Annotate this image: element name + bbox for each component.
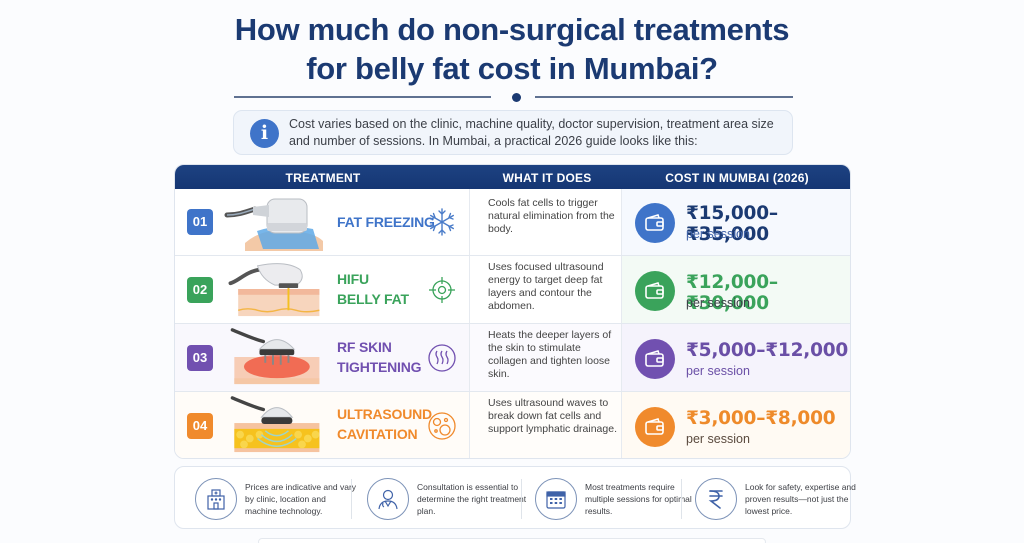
note-divider [351, 479, 352, 519]
note-text: Prices are indicative and vary by clinic… [245, 482, 357, 516]
info-icon: i [250, 119, 279, 148]
rf-device-illustration [230, 328, 320, 385]
note-safety: Look for safety, expertise and proven re… [683, 467, 856, 528]
cost-table: TREATMENT WHAT IT DOES COST IN MUMBAI (2… [174, 164, 851, 459]
cavitation-device-illustration [230, 396, 320, 453]
price-unit: per session [686, 227, 750, 241]
row-number-badge: 02 [187, 277, 213, 303]
note-text: Most treatments require multiple session… [585, 482, 692, 516]
fat-freezing-device-illustration [224, 198, 323, 251]
doctor-icon [367, 478, 409, 520]
row-number-badge: 01 [187, 209, 213, 235]
treatment-name: FAT FREEZING [337, 214, 435, 230]
price-range: ₹12,000–₹30,000 [686, 272, 778, 314]
price-range: ₹3,000–₹8,000 [686, 408, 836, 429]
header-what-it-does: WHAT IT DOES [502, 171, 592, 185]
title-divider-right [535, 96, 793, 98]
note-text: Consultation is essential to determine t… [417, 482, 527, 516]
table-row-fat-freezing: 01 FAT FREEZING Cools fat cells to [175, 189, 850, 255]
price-unit: per session [686, 364, 750, 378]
note-divider [681, 479, 682, 519]
wallet-icon [635, 407, 675, 447]
wallet-icon [635, 339, 675, 379]
price-unit: per session [686, 432, 750, 446]
treatment-description: Uses focused ultrasound energy to target… [488, 261, 604, 312]
wallet-icon [635, 203, 675, 243]
row-number-badge: 03 [187, 345, 213, 371]
wallet-icon [635, 271, 675, 311]
title-line-1: How much do non-surgical treatments [234, 12, 790, 47]
info-text: Cost varies based on the clinic, machine… [289, 117, 774, 148]
notes-panel: Prices are indicative and vary by clinic… [174, 466, 856, 529]
bottom-panel-edge [258, 538, 766, 543]
table-row-hifu-belly-fat: 02 HIFU BELLY FAT Uses focused ultra [175, 255, 850, 323]
header-cost: COST IN MUMBAI (2026) [665, 171, 809, 185]
treatment-name: ULTRASOUND CAVITATION [337, 406, 432, 442]
calendar-icon [535, 478, 577, 520]
header-treatment: TREATMENT [285, 171, 361, 185]
table-header: TREATMENT WHAT IT DOES COST IN MUMBAI (2… [175, 165, 850, 189]
note-divider [521, 479, 522, 519]
price-unit: per session [686, 296, 750, 310]
table-row-rf-skin-tightening: 03 RF SKIN TIGHTENING [175, 323, 850, 391]
title-divider-dot [512, 93, 521, 102]
heat-waves-icon [428, 344, 456, 372]
treatment-description: Cools fat cells to trigger natural elimi… [488, 197, 615, 235]
note-multiple-sessions: Most treatments require multiple session… [523, 467, 693, 528]
treatment-description: Uses ultrasound waves to break down fat … [488, 397, 617, 435]
target-icon [429, 277, 455, 303]
bubbles-icon [428, 412, 456, 440]
row-number-badge: 04 [187, 413, 213, 439]
price-range: ₹15,000–₹35,000 [686, 203, 778, 245]
snowflake-icon [430, 208, 454, 236]
hospital-icon [195, 478, 237, 520]
title-divider-left [234, 96, 491, 98]
treatment-description: Heats the deeper layers of the skin to s… [488, 329, 612, 380]
note-consultation: Consultation is essential to determine t… [355, 467, 526, 528]
title-line-2: for belly fat cost in Mumbai? [306, 51, 718, 86]
hifu-device-illustration [228, 263, 320, 317]
note-text: Look for safety, expertise and proven re… [745, 482, 856, 516]
note-prices-indicative: Prices are indicative and vary by clinic… [183, 467, 356, 528]
treatment-name: HIFU BELLY FAT [337, 271, 409, 307]
table-row-ultrasound-cavitation: 04 ULTRASOUND CAVITATION [175, 391, 850, 458]
info-callout: i Cost varies based on the clinic, machi… [233, 110, 793, 155]
price-range: ₹5,000–₹12,000 [686, 340, 849, 361]
rupee-icon [695, 478, 737, 520]
treatment-name: RF SKIN TIGHTENING [337, 339, 422, 375]
page-title: How much do non-surgical treatments for … [0, 10, 1024, 88]
